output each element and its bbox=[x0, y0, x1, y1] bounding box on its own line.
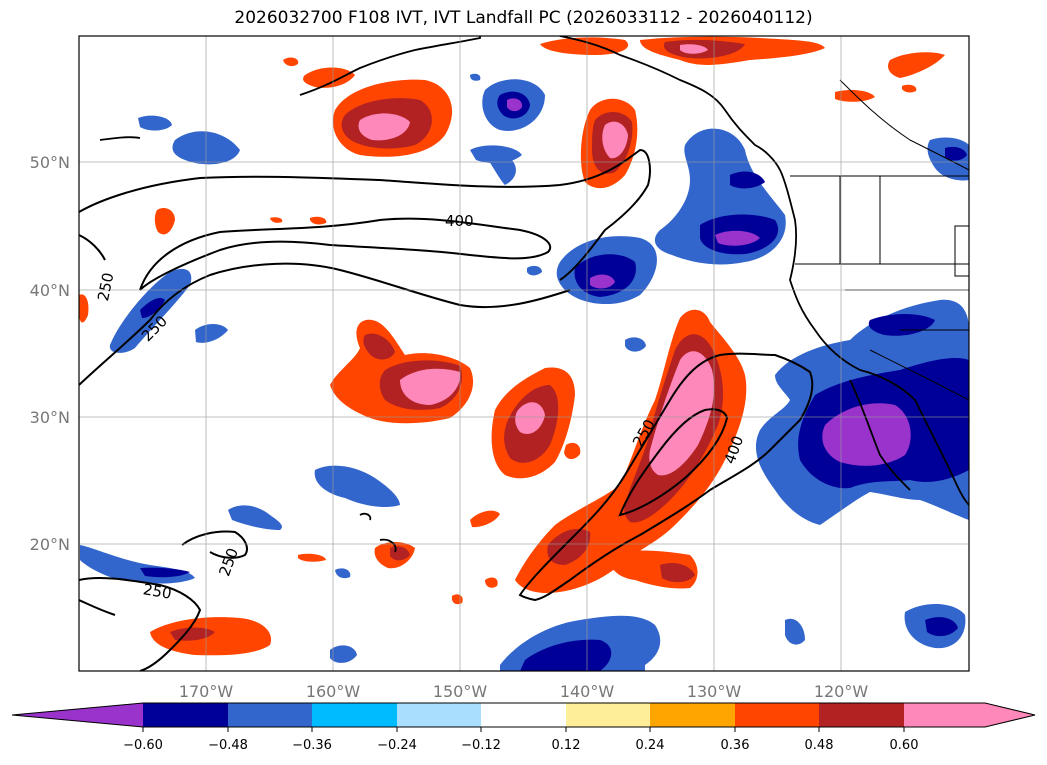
colorbar-tick-label: 0.48 bbox=[805, 738, 834, 753]
colorbar-tick-label: 0.36 bbox=[721, 738, 750, 753]
latitude-labels: 50°N 40°N 30°N 20°N bbox=[30, 153, 70, 554]
contour-label: 250 bbox=[94, 271, 118, 303]
colorbar-ticks bbox=[142, 727, 905, 732]
map-panel: 400 250 250 250 400 250 250 bbox=[79, 36, 969, 671]
lon-label-130w: 130°W bbox=[687, 682, 742, 701]
lat-label-20n: 20°N bbox=[30, 535, 70, 554]
colorbar-tick-labels: −0.60 −0.48 −0.36 −0.24 −0.12 0.12 0.24 … bbox=[123, 738, 918, 753]
lat-label-30n: 30°N bbox=[30, 408, 70, 427]
lon-label-170w: 170°W bbox=[179, 682, 234, 701]
colorbar-bin bbox=[566, 703, 650, 727]
colorbar-tick-label: −0.60 bbox=[123, 738, 163, 753]
colorbar: −0.60 −0.48 −0.36 −0.24 −0.12 0.12 0.24 … bbox=[11, 702, 1036, 753]
longitude-labels: 170°W 160°W 150°W 140°W 130°W 120°W bbox=[179, 682, 869, 701]
colorbar-bin bbox=[397, 703, 481, 727]
colorbar-bin bbox=[819, 703, 904, 727]
colorbar-bin bbox=[143, 703, 228, 727]
map-frame bbox=[78, 35, 970, 672]
lon-label-150w: 150°W bbox=[433, 682, 488, 701]
ivt-contours bbox=[79, 148, 814, 671]
colorbar-bin bbox=[650, 703, 735, 727]
lon-label-160w: 160°W bbox=[306, 682, 361, 701]
contour-label: 400 bbox=[445, 212, 474, 230]
map-title: 2026032700 F108 IVT, IVT Landfall PC (20… bbox=[234, 8, 813, 28]
positive-anomaly-regions bbox=[79, 36, 945, 656]
lat-label-50n: 50°N bbox=[30, 153, 70, 172]
lon-label-140w: 140°W bbox=[560, 682, 615, 701]
colorbar-bin bbox=[312, 703, 397, 727]
contour-label: 250 bbox=[142, 580, 173, 603]
colorbar-bin bbox=[735, 703, 819, 727]
colorbar-tick-label: −0.36 bbox=[292, 738, 332, 753]
coastlines bbox=[99, 36, 969, 553]
graticule bbox=[79, 36, 969, 671]
colorbar-tick-label: −0.48 bbox=[208, 738, 248, 753]
colorbar-tick-label: −0.12 bbox=[461, 738, 501, 753]
colorbar-extend-low bbox=[12, 703, 143, 727]
colorbar-extend-high bbox=[904, 703, 1035, 727]
lat-label-40n: 40°N bbox=[30, 281, 70, 300]
colorbar-bin bbox=[481, 703, 566, 727]
colorbar-tick-label: 0.60 bbox=[890, 738, 919, 753]
lon-label-120w: 120°W bbox=[814, 682, 869, 701]
colorbar-bin bbox=[228, 703, 312, 727]
colorbar-tick-label: 0.24 bbox=[636, 738, 665, 753]
colorbar-tick-label: −0.24 bbox=[377, 738, 417, 753]
colorbar-tick-label: 0.12 bbox=[552, 738, 581, 753]
